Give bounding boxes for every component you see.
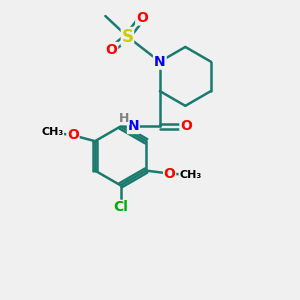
Text: Cl: Cl — [113, 200, 128, 214]
Text: CH₃: CH₃ — [41, 127, 64, 137]
Text: O: O — [67, 128, 79, 142]
Text: O: O — [180, 119, 192, 134]
Text: N: N — [154, 55, 166, 69]
Text: N: N — [128, 119, 139, 134]
Text: O: O — [164, 167, 176, 181]
Text: S: S — [122, 28, 134, 46]
Text: H: H — [119, 112, 129, 125]
Text: O: O — [136, 11, 148, 25]
Text: CH₃: CH₃ — [179, 170, 201, 180]
Text: O: O — [105, 43, 117, 57]
